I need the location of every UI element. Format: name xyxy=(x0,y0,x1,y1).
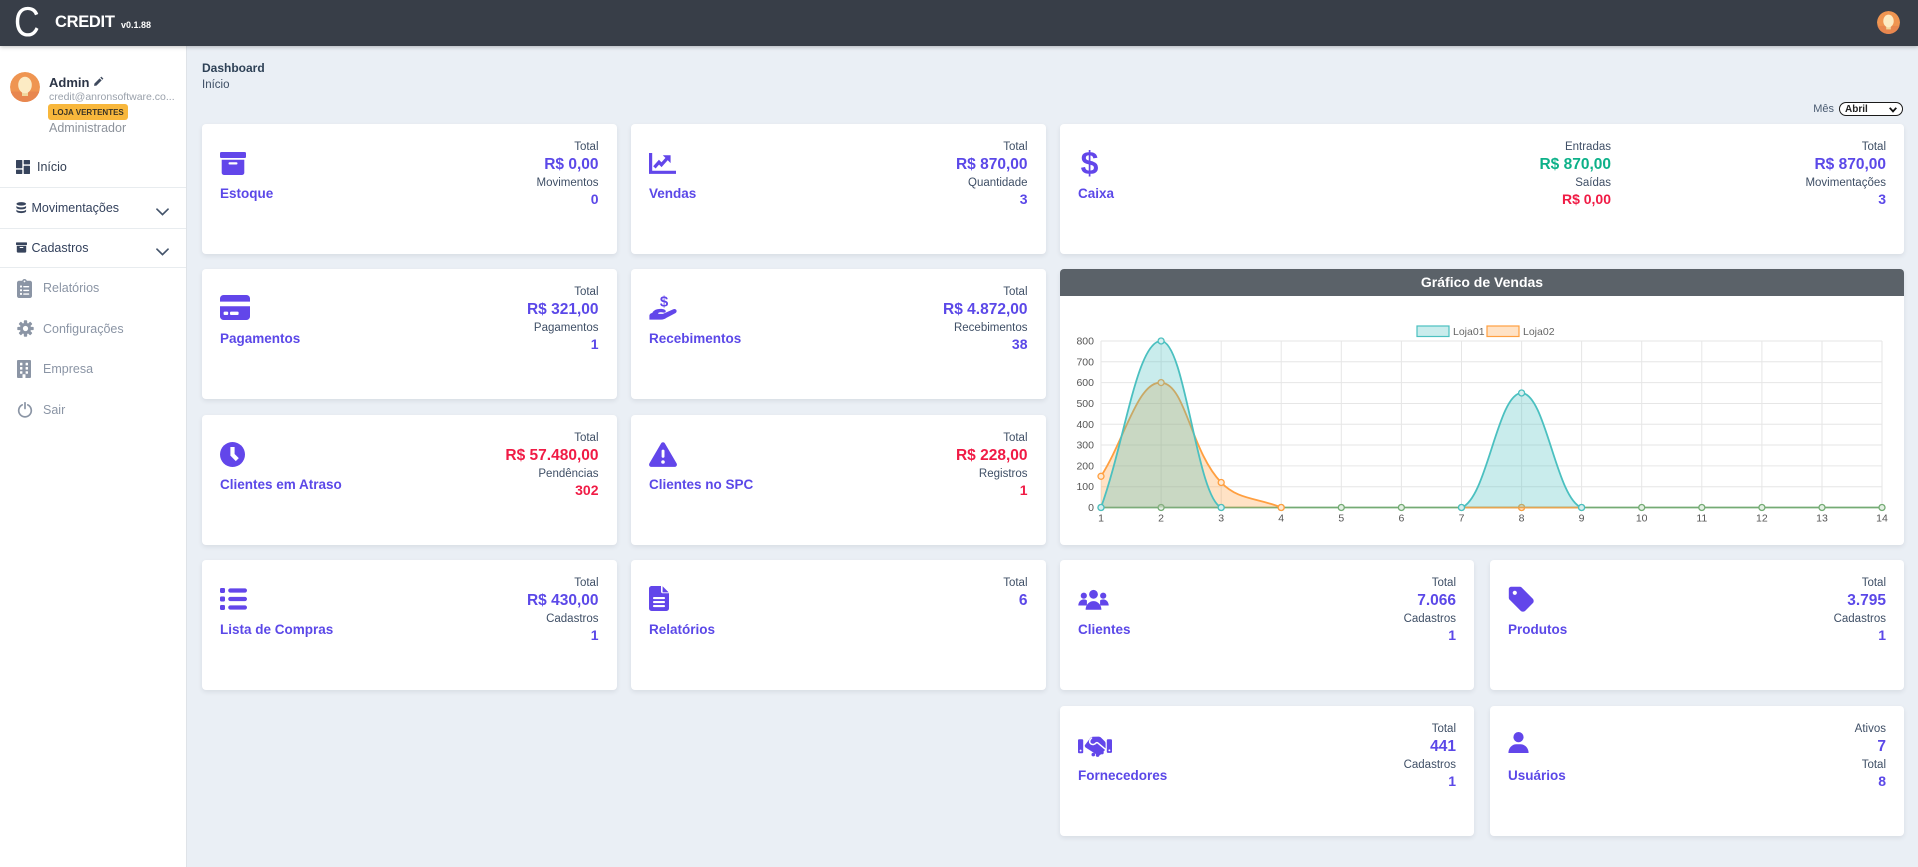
svg-text:6: 6 xyxy=(1398,513,1404,525)
svg-text:1: 1 xyxy=(1098,513,1104,525)
svg-text:Loja01: Loja01 xyxy=(1453,326,1485,338)
svg-text:300: 300 xyxy=(1076,440,1094,452)
svg-text:400: 400 xyxy=(1076,419,1094,431)
svg-text:5: 5 xyxy=(1338,513,1344,525)
svg-text:14: 14 xyxy=(1876,513,1888,525)
svg-text:$: $ xyxy=(1081,148,1098,179)
svg-text:700: 700 xyxy=(1076,356,1094,368)
svg-text:$: $ xyxy=(660,294,669,311)
svg-text:500: 500 xyxy=(1076,398,1094,410)
svg-text:7: 7 xyxy=(1459,513,1465,525)
svg-text:4: 4 xyxy=(1278,513,1284,525)
svg-text:0: 0 xyxy=(1088,502,1094,514)
svg-text:Loja02: Loja02 xyxy=(1523,326,1555,338)
svg-text:3: 3 xyxy=(1218,513,1224,525)
svg-text:100: 100 xyxy=(1076,481,1094,493)
svg-text:13: 13 xyxy=(1816,513,1828,525)
svg-text:12: 12 xyxy=(1756,513,1768,525)
svg-text:9: 9 xyxy=(1579,513,1585,525)
svg-text:2: 2 xyxy=(1158,513,1164,525)
svg-text:11: 11 xyxy=(1696,513,1707,525)
svg-text:10: 10 xyxy=(1636,513,1648,525)
svg-text:200: 200 xyxy=(1076,460,1094,472)
svg-text:800: 800 xyxy=(1076,336,1094,348)
svg-text:600: 600 xyxy=(1076,377,1094,389)
svg-text:8: 8 xyxy=(1519,513,1525,525)
